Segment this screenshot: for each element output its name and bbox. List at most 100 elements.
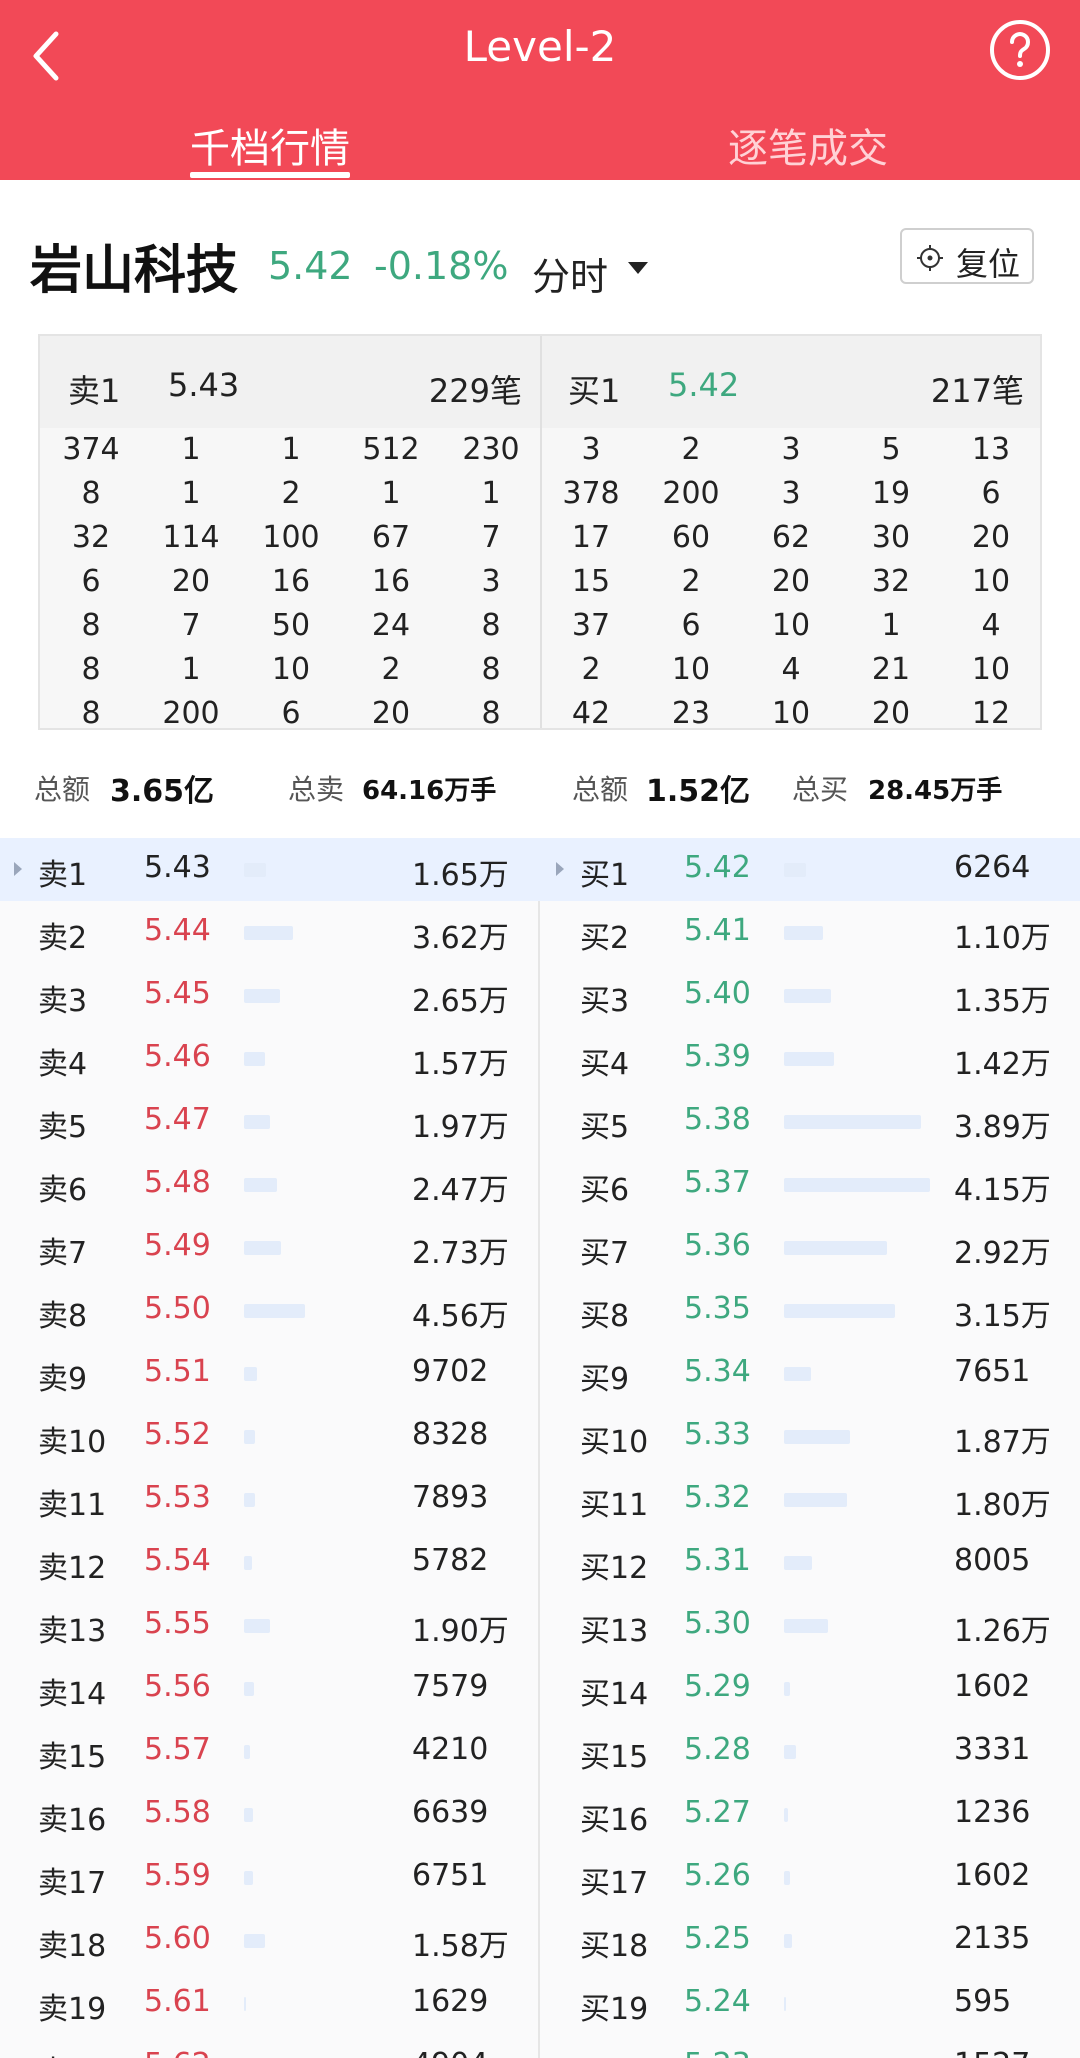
depth-row[interactable]: 卖18 5.60 1.58万 买18 5.25 2135 [0,1909,1080,1972]
bid-volume: 595 [954,1984,1012,2019]
ask-volume: 3.62万 [412,921,509,956]
ask-level-label: 卖2 [38,921,88,956]
queue-buy-cell: 20 [871,696,911,731]
ask-volume: 5782 [412,1543,489,1578]
queue-buy-cell: 20 [771,564,811,599]
bid-level-label: 买10 [580,1425,649,1460]
ask-price: 5.55 [144,1606,211,1641]
queue-sell-cell: 10 [271,652,311,687]
bid-price: 5.28 [684,1732,751,1767]
ask-volume-bar [244,1430,255,1444]
depth-row[interactable]: 卖20 5.62 4904 买20 5.23 1527 [0,2035,1080,2058]
ask-volume-bar [244,1871,253,1885]
queue-sell-cell: 512 [362,432,420,467]
queue-buy-cell: 19 [871,476,911,511]
queue-buy-label: 买1 [568,372,621,410]
depth-row[interactable]: 卖16 5.58 6639 买16 5.27 1236 [0,1783,1080,1846]
queue-sell-cell: 2 [281,476,301,511]
queue-sell-cell: 100 [262,520,320,555]
bid-volume: 6264 [954,850,1031,885]
reset-button[interactable]: 复位 [900,228,1034,284]
bid-volume: 1602 [954,1669,1031,1704]
depth-row[interactable]: 卖10 5.52 8328 买10 5.33 1.87万 [0,1405,1080,1468]
depth-row[interactable]: 卖5 5.47 1.97万 买5 5.38 3.89万 [0,1090,1080,1153]
queue-buy-cell: 378 [562,476,620,511]
ask-volume-bar [244,1304,305,1318]
ask-price: 5.43 [144,850,211,885]
depth-row[interactable]: 卖1 5.43 1.65万 买1 5.42 6264 [0,838,1080,901]
depth-row[interactable]: 卖7 5.49 2.73万 买7 5.36 2.92万 [0,1216,1080,1279]
queue-sell-cell: 7 [181,608,201,643]
queue-buy-cell: 3 [581,432,601,467]
bid-volume-bar [784,1367,811,1381]
depth-list: 卖1 5.43 1.65万 买1 5.42 6264 卖2 5.44 3.62万 买2 5.41 1.… [0,838,1080,2058]
depth-row[interactable]: 卖12 5.54 5782 买12 5.31 8005 [0,1531,1080,1594]
queue-sell-cell: 24 [371,608,411,643]
bid-level-label: 买4 [580,1047,630,1082]
ask-volume: 1.97万 [412,1110,509,1145]
ask-price: 5.59 [144,1858,211,1893]
queue-buy-cell: 10 [971,652,1011,687]
queue-buy-cell: 10 [771,696,811,731]
depth-row[interactable]: 卖8 5.50 4.56万 买8 5.35 3.15万 [0,1279,1080,1342]
sell-total-amount-label: 总额 [34,773,91,806]
tab-order-book[interactable]: 千档行情 [190,126,350,172]
queue-buy-cell: 3 [781,476,801,511]
bid-volume: 4.15万 [954,1173,1051,1208]
depth-row[interactable]: 卖13 5.55 1.90万 买13 5.30 1.26万 [0,1594,1080,1657]
buy-total-volume-label: 总买 [792,773,849,806]
ask-price: 5.50 [144,1291,211,1326]
depth-row[interactable]: 卖3 5.45 2.65万 买3 5.40 1.35万 [0,964,1080,1027]
ask-volume-bar [244,1556,252,1570]
queue-sell-cell: 16 [371,564,411,599]
queue-row: 6 20 16 16 3 15 2 20 32 10 [40,560,1040,604]
queue-row: 374 1 1 512 230 3 2 3 5 13 [40,428,1040,472]
queue-sell-cell: 8 [81,608,101,643]
bid-volume: 1527 [954,2047,1030,2058]
chart-mode-selector[interactable]: 分时 [532,255,609,299]
ask-price: 5.52 [144,1417,211,1452]
bid-volume: 7651 [954,1354,1031,1389]
bid-level-label: 买8 [580,1299,630,1334]
bid-volume: 1236 [954,1795,1031,1830]
stock-change-percent: -0.18% [374,244,509,288]
depth-row[interactable]: 卖6 5.48 2.47万 买6 5.37 4.15万 [0,1153,1080,1216]
queue-sell-cell: 6 [81,564,101,599]
queue-buy-count: 217笔 [930,372,1024,410]
bid-volume-bar [784,1808,788,1822]
bid-level-label: 买13 [580,1614,649,1649]
bid-price: 5.24 [684,1984,751,2019]
ask-price: 5.56 [144,1669,211,1704]
tab-tick-trades[interactable]: 逐笔成交 [728,126,888,172]
chevron-down-icon[interactable] [628,262,648,274]
queue-sell-cell: 8 [481,696,501,731]
depth-row[interactable]: 卖11 5.53 7893 买11 5.32 1.80万 [0,1468,1080,1531]
back-arrow-icon[interactable] [26,28,82,84]
depth-row[interactable]: 卖17 5.59 6751 买17 5.26 1602 [0,1846,1080,1909]
ask-volume-bar [244,1997,246,2011]
depth-row[interactable]: 卖2 5.44 3.62万 买2 5.41 1.10万 [0,901,1080,964]
bid-volume-bar [784,1178,930,1192]
bid-volume: 3331 [954,1732,1031,1767]
ask-level-label: 卖18 [38,1929,107,1964]
queue-sell-cell: 8 [481,608,501,643]
bid-volume: 1.35万 [954,984,1051,1019]
order-queue-panel: 卖1 5.43 229笔 买1 5.42 217笔 374 1 1 512 230 3 2 3… [38,334,1042,731]
ask-price: 5.61 [144,1984,211,2019]
depth-row[interactable]: 卖19 5.61 1629 买19 5.24 595 [0,1972,1080,2035]
depth-row[interactable]: 卖9 5.51 9702 买9 5.34 7651 [0,1342,1080,1405]
bid-price: 5.37 [684,1165,751,1200]
queue-buy-cell: 21 [871,652,911,687]
queue-buy-cell: 200 [662,476,720,511]
ask-price: 5.51 [144,1354,211,1389]
queue-buy-cell: 2 [681,432,701,467]
help-icon[interactable] [988,18,1052,82]
bid-volume: 2.92万 [954,1236,1051,1271]
depth-row[interactable]: 卖15 5.57 4210 买15 5.28 3331 [0,1720,1080,1783]
ask-level-label: 卖11 [38,1488,107,1523]
depth-row[interactable]: 卖14 5.56 7579 买14 5.29 1602 [0,1657,1080,1720]
ask-volume: 4.56万 [412,1299,509,1334]
queue-buy-cell: 10 [971,564,1011,599]
ask-volume-bar [244,1808,253,1822]
depth-row[interactable]: 卖4 5.46 1.57万 买4 5.39 1.42万 [0,1027,1080,1090]
